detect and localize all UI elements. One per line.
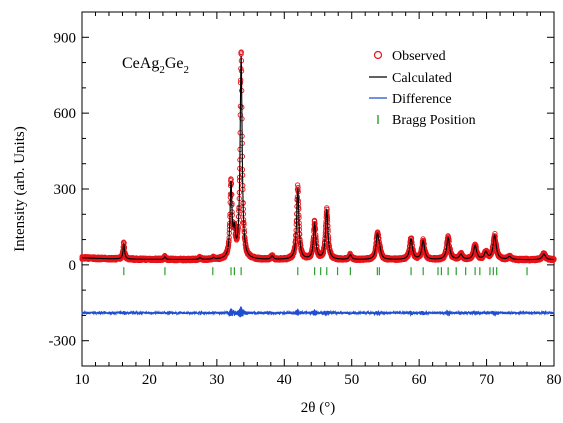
legend-difference-label: Difference — [392, 92, 452, 107]
y-tick-label: 300 — [54, 182, 77, 198]
chart-title: CeAg2Ge2 — [122, 55, 189, 76]
difference-series — [81, 306, 555, 318]
x-tick-label: 10 — [75, 372, 90, 388]
legend-observed-marker — [373, 50, 383, 60]
observed-series — [79, 49, 557, 264]
x-tick-label: 80 — [547, 372, 562, 388]
x-tick-label: 30 — [209, 372, 224, 388]
x-tick-label: 40 — [277, 372, 292, 388]
legend-bragg-label: Bragg Position — [392, 113, 476, 128]
x-axis-label: 2θ (°) — [301, 400, 335, 416]
calculated-line — [81, 55, 554, 261]
observed-point — [238, 49, 244, 55]
y-tick-label: 900 — [54, 30, 77, 46]
legend-observed-label: Observed — [392, 49, 446, 64]
y-tick-label: -300 — [49, 334, 77, 350]
y-tick-label: 600 — [54, 106, 77, 122]
x-tick-label: 60 — [412, 372, 427, 388]
difference-line — [81, 306, 555, 318]
calculated-series — [81, 55, 554, 261]
legend-calculated-label: Calculated — [392, 71, 452, 86]
x-tick-label: 50 — [344, 372, 359, 388]
y-tick-label: 0 — [69, 258, 77, 274]
x-tick-label: 20 — [142, 372, 157, 388]
y-axis-label: Intensity (arb. Units) — [12, 126, 28, 251]
legend: Observed Calculated Difference Bragg Pos… — [369, 49, 476, 128]
x-tick-label: 70 — [479, 372, 494, 388]
bragg-position-series — [123, 267, 528, 276]
